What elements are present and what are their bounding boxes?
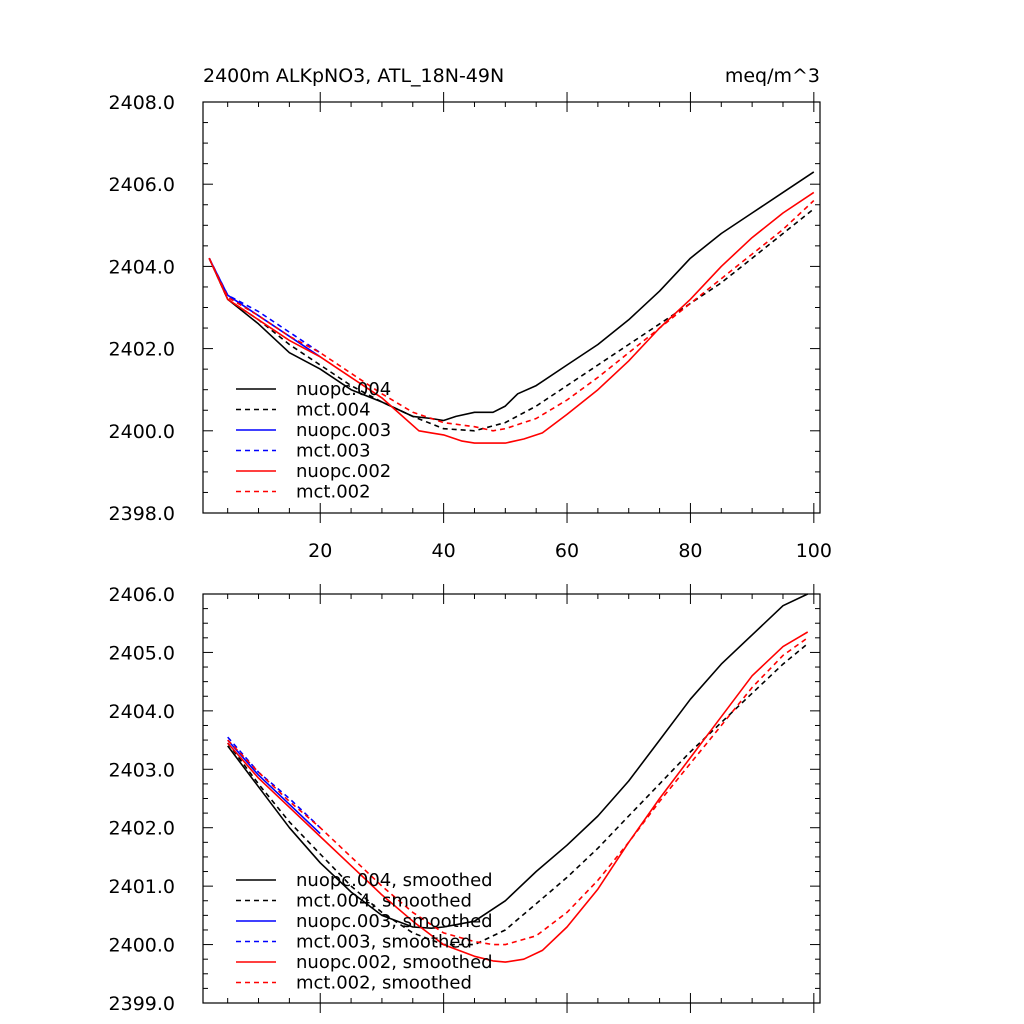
y-tick-label: 2404.0: [109, 701, 175, 723]
legend-label: nuopc.002: [296, 461, 391, 482]
legend-label: mct.003, smoothed: [296, 932, 472, 953]
legend-label: nuopc.004: [296, 379, 391, 400]
legend-label: mct.003: [296, 441, 371, 462]
x-tick-label: 20: [308, 540, 332, 562]
y-tick-label: 2403.0: [109, 759, 175, 781]
y-tick-label: 2405.0: [109, 642, 175, 664]
series-line-mct-003-smoothed: [227, 736, 321, 829]
series-line-mct-004-smoothed: [227, 643, 809, 946]
y-tick-label: 2406.0: [109, 174, 175, 196]
x-tick-label: 100: [796, 540, 832, 562]
top-panel: 2400m ALKpNO3, ATL_18N-49N meq/m^3 2398.…: [109, 65, 832, 562]
series-line-nuopc-003-smoothed: [227, 739, 321, 835]
series-line-nuopc-004-smoothed: [227, 593, 809, 930]
y-tick-label: 2398.0: [109, 503, 175, 525]
top-panel-units: meq/m^3: [725, 65, 820, 87]
top-panel-title: 2400m ALKpNO3, ATL_18N-49N: [203, 65, 504, 87]
series-line-nuopc-002-smoothed: [227, 631, 809, 963]
y-tick-label: 2401.0: [109, 876, 175, 898]
series-line-mct-003: [208, 257, 321, 354]
legend-label: mct.002: [296, 482, 371, 503]
legend-label: mct.004: [296, 400, 371, 421]
y-tick-label: 2404.0: [109, 256, 175, 278]
legend-label: nuopc.003, smoothed: [296, 911, 493, 932]
legend-label: mct.002, smoothed: [296, 973, 472, 994]
legend-label: nuopc.002, smoothed: [296, 952, 493, 973]
y-tick-label: 2400.0: [109, 935, 175, 957]
bottom-panel: 2399.0 2400.0 2401.0 2402.0 2403.0 2404.0 2405…: [109, 584, 821, 1015]
legend-label: nuopc.004, smoothed: [296, 870, 493, 891]
series-line-mct-002-smoothed: [227, 637, 809, 946]
y-tick-label: 2402.0: [109, 339, 175, 361]
y-tick-label: 2408.0: [109, 92, 175, 114]
series-line-mct-004: [208, 208, 815, 432]
x-tick-label: 40: [432, 540, 456, 562]
y-tick-label: 2399.0: [109, 993, 175, 1015]
legend-label: mct.004, smoothed: [296, 891, 472, 912]
x-tick-label: 80: [678, 540, 702, 562]
series-line-nuopc-002: [208, 191, 815, 444]
legend-label: nuopc.003: [296, 420, 391, 441]
y-tick-label: 2402.0: [109, 818, 175, 840]
x-tick-label: 60: [555, 540, 579, 562]
series-line-nuopc-004: [208, 171, 815, 422]
y-tick-label: 2406.0: [109, 584, 175, 606]
y-tick-label: 2400.0: [109, 421, 175, 443]
